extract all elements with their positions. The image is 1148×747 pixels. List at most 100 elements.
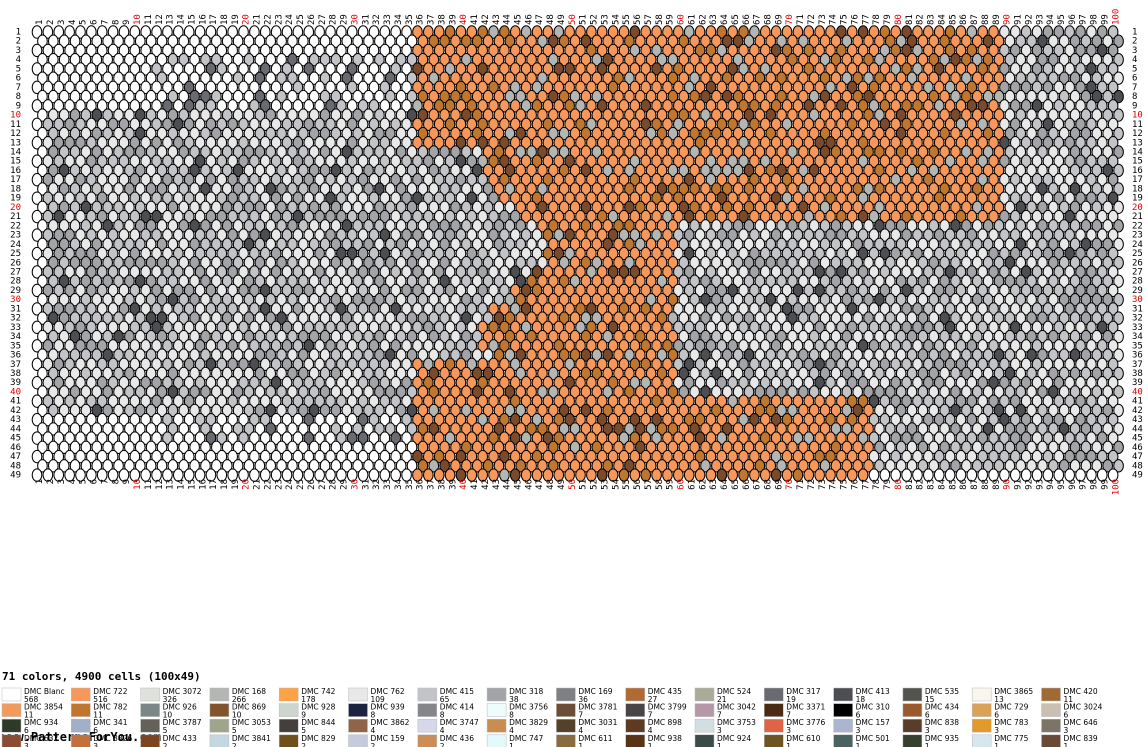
bead — [846, 80, 858, 95]
bead — [471, 52, 483, 67]
bead — [488, 25, 499, 39]
bead — [124, 34, 135, 48]
bead — [754, 71, 766, 85]
bead — [357, 43, 369, 58]
column-label: 29 — [340, 479, 350, 490]
bead — [879, 62, 891, 76]
bead — [553, 25, 565, 39]
bead — [624, 34, 635, 48]
bead — [249, 43, 260, 58]
bead — [113, 89, 124, 104]
bead — [499, 80, 510, 95]
bead — [211, 71, 222, 85]
bead — [830, 71, 842, 85]
bead — [993, 52, 1005, 67]
bead — [537, 52, 548, 67]
bead — [656, 52, 668, 67]
bead — [341, 52, 353, 67]
column-label: 17 — [209, 479, 219, 490]
bead — [814, 80, 825, 95]
bead — [395, 52, 407, 67]
bead — [336, 80, 347, 95]
bead — [977, 25, 988, 39]
bead — [1113, 89, 1124, 104]
bead — [145, 52, 157, 67]
bead — [314, 62, 325, 76]
bead — [433, 80, 445, 95]
bead — [42, 43, 54, 58]
bead — [298, 71, 309, 85]
bead — [890, 43, 902, 58]
bead — [694, 43, 706, 58]
bead — [270, 62, 282, 76]
bead — [211, 34, 222, 48]
bead — [971, 34, 983, 48]
bead — [281, 62, 293, 76]
bead — [770, 43, 782, 58]
bead — [270, 99, 282, 113]
bead — [526, 71, 537, 85]
bead — [167, 52, 179, 67]
bead — [178, 52, 190, 67]
column-label: 27 — [318, 14, 328, 25]
bead — [879, 43, 891, 58]
bead — [662, 80, 673, 95]
bead — [379, 80, 391, 95]
bead — [37, 34, 48, 48]
bead — [743, 52, 755, 67]
bead — [200, 52, 211, 67]
bead — [640, 43, 652, 58]
bead — [314, 43, 325, 58]
bead — [1020, 99, 1032, 113]
bead — [988, 43, 999, 58]
bead — [232, 52, 244, 67]
bead — [189, 89, 200, 104]
bead — [580, 71, 592, 85]
bead — [803, 99, 815, 113]
column-label: 42 — [481, 479, 491, 490]
bead — [890, 25, 902, 39]
bead — [58, 108, 70, 122]
bead — [292, 80, 304, 95]
bead — [390, 62, 402, 76]
bead — [689, 34, 700, 48]
bead — [732, 89, 744, 104]
bead — [781, 62, 793, 76]
bead — [69, 52, 81, 67]
bead — [890, 62, 902, 76]
bead — [569, 89, 581, 104]
bead — [319, 34, 331, 48]
bead — [140, 99, 151, 113]
bead — [368, 80, 380, 95]
bead — [466, 43, 478, 58]
column-label: 44 — [503, 14, 513, 25]
bead — [1075, 25, 1086, 39]
bead — [895, 34, 907, 48]
bead — [1075, 62, 1086, 76]
bead — [1091, 71, 1103, 85]
bead — [1037, 71, 1048, 85]
bead — [836, 62, 847, 76]
bead — [727, 25, 738, 39]
bead — [618, 43, 630, 58]
bead — [939, 52, 950, 67]
bead — [662, 25, 673, 39]
bead — [1075, 80, 1086, 95]
bead — [86, 62, 97, 76]
bead — [553, 99, 565, 113]
bead — [374, 52, 385, 67]
bead — [792, 25, 804, 39]
bead — [91, 89, 103, 104]
bead — [86, 99, 97, 113]
bead — [200, 89, 211, 104]
bead — [999, 62, 1010, 76]
bead — [330, 71, 342, 85]
bead — [634, 34, 646, 48]
bead — [770, 99, 782, 113]
bead — [401, 43, 412, 58]
bead — [183, 99, 195, 113]
bead — [433, 62, 445, 76]
bead — [374, 89, 385, 104]
column-label: 9 — [122, 479, 132, 484]
bead — [417, 71, 429, 85]
